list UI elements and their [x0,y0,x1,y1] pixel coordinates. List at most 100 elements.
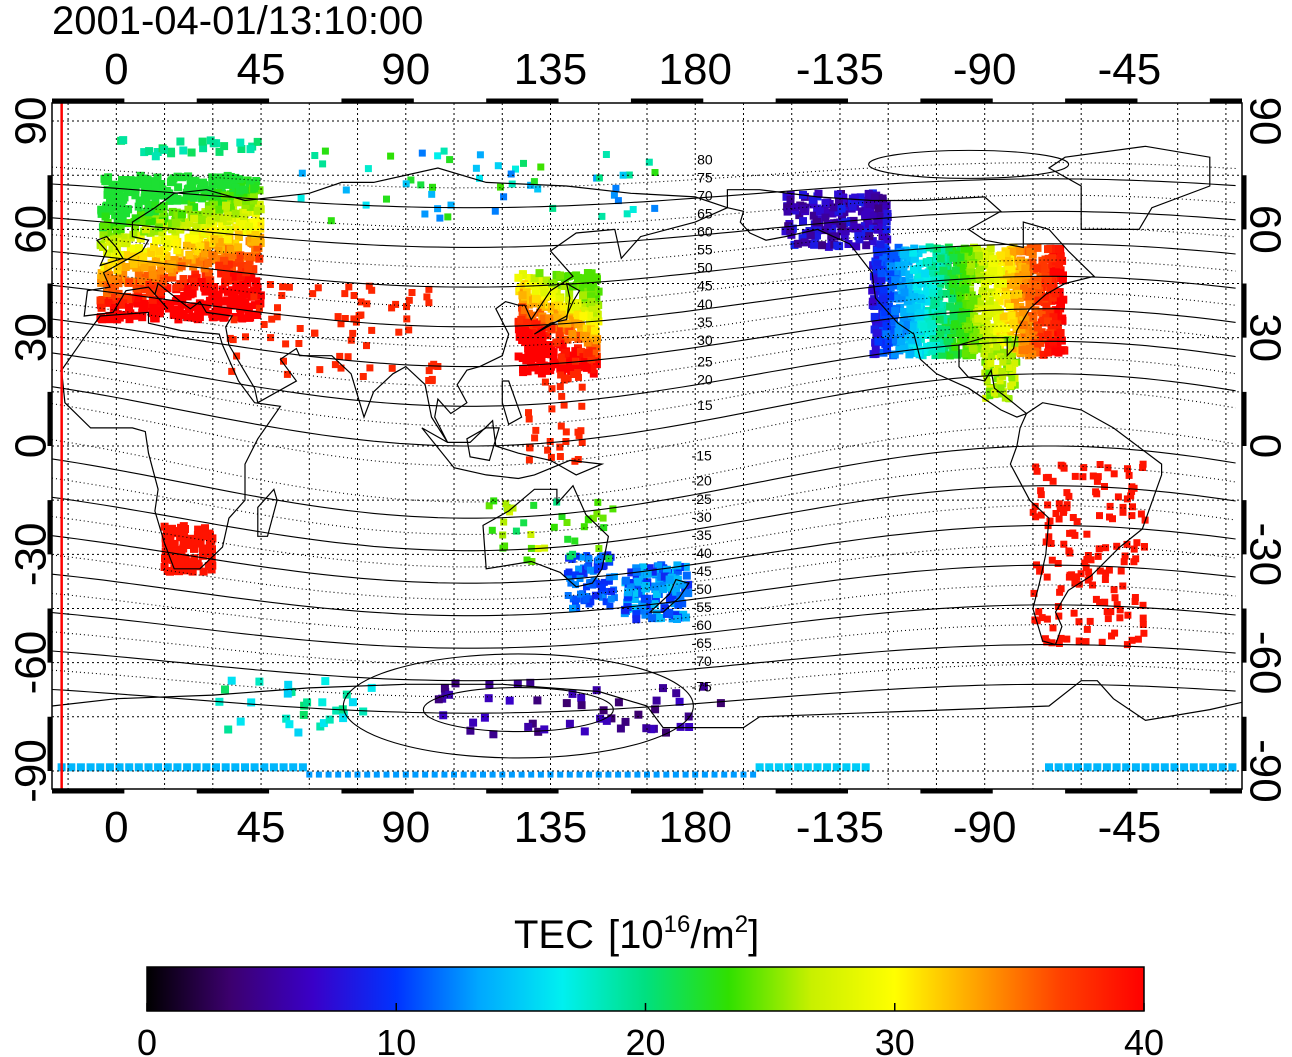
tec-point [126,176,135,185]
tec-point [146,260,155,269]
tec-point [197,278,206,286]
y-tick-label: 60 [7,205,56,254]
tec-point [878,245,887,254]
tec-point [206,216,215,225]
tec-point [589,287,598,296]
tec-point [1084,552,1092,559]
tec-point [1070,609,1078,617]
tec-point [1092,488,1100,496]
tec-point [549,356,558,365]
tec-point [579,312,588,321]
tec-point [993,328,1002,337]
tec-point [1053,342,1062,351]
tec-point [118,211,127,220]
tec-point [532,426,540,434]
contour-labels: 8075706560555045403530252015-15-20-25-30… [692,151,713,694]
tec-point [1103,608,1111,615]
tec-point [1123,540,1131,548]
tec-point [537,771,544,778]
tec-point [256,299,265,308]
tec-point [140,148,149,157]
tec-point [823,220,832,228]
x-tick-label: 135 [514,45,587,94]
tec-point [1065,492,1073,500]
tec-point [103,249,112,258]
tec-point [1102,763,1111,772]
tec-point [784,763,793,772]
tec-point [1128,636,1136,644]
y-tick-label: 90 [1240,97,1289,146]
contour-label: 80 [697,151,713,167]
tec-point [560,310,569,319]
tec-point [472,164,480,172]
tec-point [247,288,256,297]
tec-point [1055,260,1064,269]
tec-point [1045,307,1054,316]
tec-point [854,232,863,241]
tec-point [215,147,224,156]
tec-point [824,242,833,251]
tec-point [296,325,304,332]
tec-point [879,285,888,294]
tec-point [607,595,615,603]
tec-point [490,497,498,505]
tec-point [132,311,141,320]
tec-point [1096,598,1104,606]
contour-label: -45 [692,563,712,579]
tec-point [541,378,549,386]
tec-point [183,763,192,772]
tec-point [200,532,209,540]
tec-point [520,159,527,167]
tec-point [949,253,958,262]
x-tick-label: 135 [514,803,587,852]
tec-point [529,345,537,354]
tec-point [1096,461,1104,468]
tec-point [182,241,191,250]
tec-point [1057,634,1065,642]
tec-point [119,233,128,242]
tec-point [563,519,571,526]
tec-point [625,171,633,179]
tec-point [139,252,148,261]
tec-point [552,338,561,347]
tec-point [926,275,935,284]
tec-point [587,598,595,606]
tec-point [609,505,617,513]
tec-point [755,763,764,772]
tec-point [594,498,602,506]
tec-point [1128,483,1136,491]
tec-point [583,583,590,591]
tec-point [110,275,119,283]
tec-point [936,275,945,283]
tec-point [993,343,1000,351]
tec-point [428,190,436,198]
tec-point [586,282,595,291]
tec-point [163,763,172,772]
tec-point [239,281,248,290]
tec-point [383,195,390,203]
tec-point [460,771,467,778]
tec-point [989,309,998,318]
tec-point [141,187,150,196]
tec-point [222,264,231,273]
tec-point [368,286,376,294]
tec-point [948,280,957,289]
tec-point [285,283,293,291]
tec-point [332,706,341,715]
mlat-contour [52,663,1236,698]
tec-point [814,189,823,198]
tec-point [163,284,172,293]
tec-point [721,771,728,778]
tec-point [580,523,588,531]
tec-point [1056,505,1064,513]
tec-point [247,698,256,707]
tec-point [250,301,259,310]
tec-point [556,271,565,280]
tec-point [956,291,965,300]
tec-point [166,530,175,539]
tec-point [828,209,837,218]
tec-point [990,301,999,310]
tec-point [852,242,861,251]
tec-point [1055,296,1064,305]
tec-point [1050,320,1059,329]
